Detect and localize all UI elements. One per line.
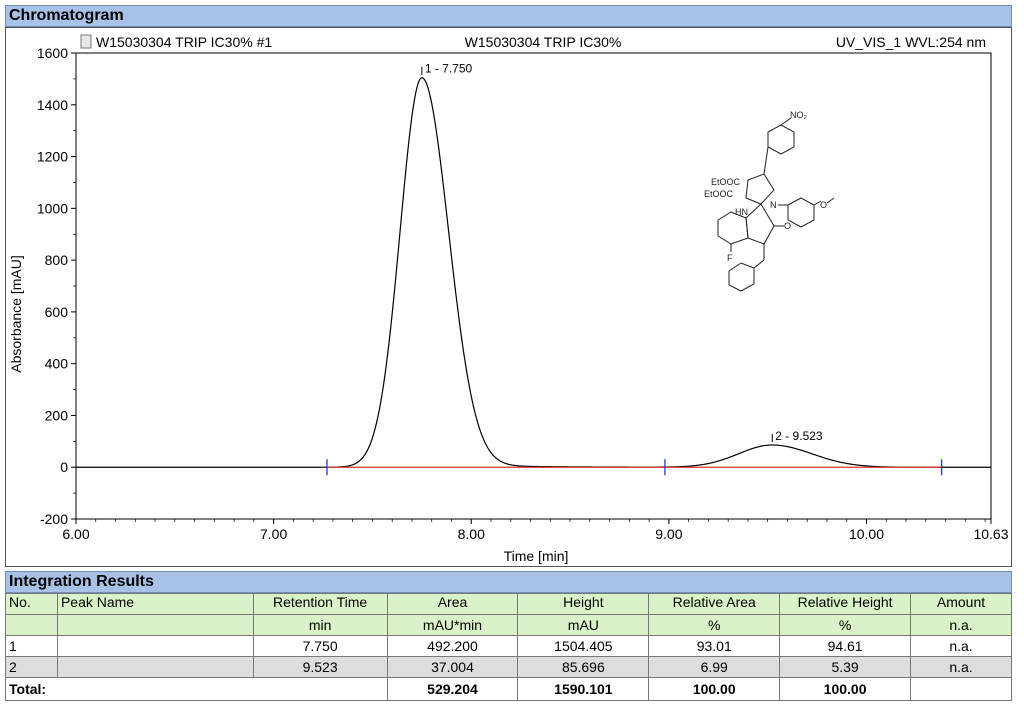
total-amount xyxy=(910,677,1012,701)
table-row: 1 7.750 492.200 1504.405 93.01 94.61 n.a… xyxy=(5,635,1012,657)
chromatogram-section-header: Chromatogram xyxy=(5,5,1012,27)
integration-section-header: Integration Results xyxy=(5,571,1012,593)
table-cell: 9.523 xyxy=(252,656,388,678)
sample-name-label: W15030304 TRIP IC30% xyxy=(465,34,622,50)
y-tick-label: 800 xyxy=(45,252,69,268)
total-area: 529.204 xyxy=(386,677,519,701)
nh-label: HN xyxy=(735,207,748,217)
table-cell: 1504.405 xyxy=(517,635,650,657)
ester-label-1: EtOOC xyxy=(711,177,741,187)
unit-cell: mAU xyxy=(517,614,650,636)
total-relative-area: 100.00 xyxy=(648,677,781,701)
n-label: N xyxy=(770,200,777,210)
unit-cell xyxy=(56,614,254,636)
col-header-amount: Amount xyxy=(910,593,1012,615)
col-header-relative-height: Relative Height xyxy=(779,593,912,615)
unit-cell: n.a. xyxy=(910,614,1012,636)
peak-label-1: 1 - 7.750 xyxy=(425,62,473,76)
fluorine-label: F xyxy=(727,253,733,263)
x-tick-label: 6.00 xyxy=(62,526,89,542)
unit-cell: mAU*min xyxy=(386,614,519,636)
col-header-peak-name: Peak Name xyxy=(56,593,254,615)
total-height: 1590.101 xyxy=(517,677,650,701)
y-tick-label: 200 xyxy=(45,407,69,423)
report-icon xyxy=(80,34,92,49)
y-tick-label: 600 xyxy=(45,304,69,320)
col-header-height: Height xyxy=(517,593,650,615)
table-cell: 1 xyxy=(5,635,58,657)
table-cell xyxy=(56,635,254,657)
chromatogram-panel: -200 0 200 400 600 800 1000 1200 1400 1600 6.00 7.0… xyxy=(5,27,1012,567)
y-tick-label: 1600 xyxy=(37,45,68,61)
chromatogram-chart: -200 0 200 400 600 800 1000 1200 1400 1600 6.00 7.0… xyxy=(8,34,1009,564)
y-tick-label: 0 xyxy=(60,459,68,475)
table-cell: 2 xyxy=(5,656,58,678)
unit-cell xyxy=(5,614,58,636)
unit-cell: min xyxy=(252,614,388,636)
table-cell: n.a. xyxy=(910,635,1012,657)
table-units-row: min mAU*min mAU % % n.a. xyxy=(5,614,1012,636)
x-tick-label: 7.00 xyxy=(260,526,287,542)
ester-label-2: EtOOC xyxy=(704,189,734,199)
chromatogram-trace xyxy=(76,77,991,468)
y-tick-label: 1000 xyxy=(37,200,68,216)
table-cell: 7.750 xyxy=(252,635,388,657)
table-row: 2 9.523 37.004 85.696 6.99 5.39 n.a. xyxy=(5,656,1012,678)
total-relative-height: 100.00 xyxy=(779,677,912,701)
carbonyl-o-label: O xyxy=(784,221,791,231)
table-cell: 85.696 xyxy=(517,656,650,678)
col-header-relative-area: Relative Area xyxy=(648,593,781,615)
peak-label-2: 2 - 9.523 xyxy=(775,429,823,443)
methoxy-o-label: O xyxy=(820,200,827,210)
detector-label: UV_VIS_1 WVL:254 nm xyxy=(836,34,986,50)
table-cell: 492.200 xyxy=(386,635,519,657)
y-axis-label: Absorbance [mAU] xyxy=(8,255,24,373)
x-tick-label: 8.00 xyxy=(458,526,485,542)
nitro-group-label: NO₂ xyxy=(790,110,808,120)
x-tick-label: 9.00 xyxy=(655,526,682,542)
plot-frame xyxy=(75,52,992,520)
unit-cell: % xyxy=(779,614,912,636)
table-cell: 5.39 xyxy=(779,656,912,678)
y-tick-label: 1400 xyxy=(37,97,68,113)
total-label: Total: xyxy=(5,677,388,701)
table-total-row: Total: 529.204 1590.101 100.00 100.00 xyxy=(5,677,1012,701)
integration-results-table: No. Peak Name Retention Time Area Height… xyxy=(5,593,1012,701)
table-cell: 37.004 xyxy=(386,656,519,678)
table-cell: 94.61 xyxy=(779,635,912,657)
col-header-retention-time: Retention Time xyxy=(252,593,388,615)
x-axis-label: Time [min] xyxy=(504,548,569,564)
y-tick-label: 1200 xyxy=(37,149,68,165)
unit-cell: % xyxy=(648,614,781,636)
table-cell: n.a. xyxy=(910,656,1012,678)
sample-id-label: W15030304 TRIP IC30% #1 xyxy=(96,34,272,50)
table-cell xyxy=(56,656,254,678)
table-cell: 93.01 xyxy=(648,635,781,657)
col-header-area: Area xyxy=(386,593,519,615)
table-header-row: No. Peak Name Retention Time Area Height… xyxy=(5,593,1012,615)
col-header-no: No. xyxy=(5,593,58,615)
y-tick-label: 400 xyxy=(45,356,69,372)
x-tick-label: 10.63 xyxy=(973,526,1008,542)
y-tick-label: -200 xyxy=(40,511,68,527)
table-cell: 6.99 xyxy=(648,656,781,678)
x-tick-label: 10.00 xyxy=(849,526,884,542)
molecule-structure: NO₂ EtOOC EtOOC N HN O O F xyxy=(704,110,835,292)
